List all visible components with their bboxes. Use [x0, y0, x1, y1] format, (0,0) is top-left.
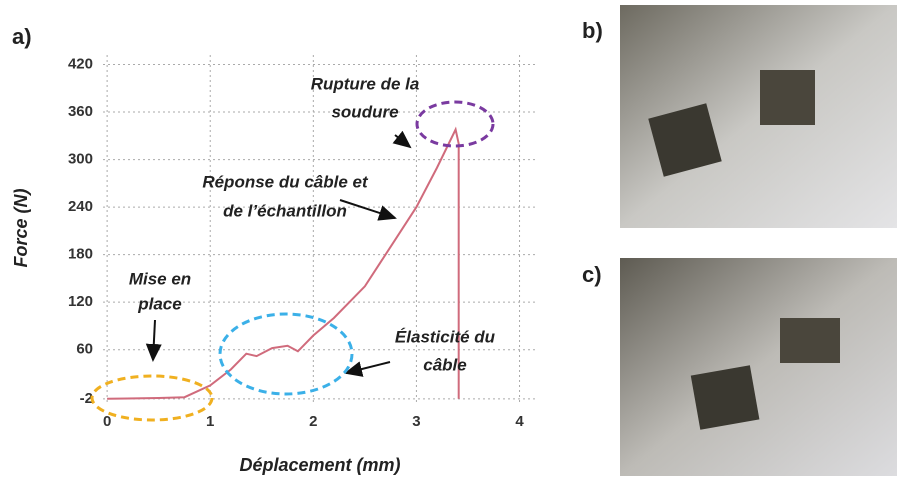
annotation: Élasticité du: [395, 327, 496, 346]
y-tick-label: 180: [68, 246, 93, 263]
x-tick-label: 4: [515, 413, 524, 430]
x-tick-label: 0: [103, 413, 111, 430]
highlight-ellipse: [90, 374, 214, 422]
highlight-ellipse: [415, 100, 495, 148]
photo-object: [690, 365, 760, 430]
y-axis-label: Force (N): [11, 188, 31, 267]
arrow: [145, 319, 162, 362]
panel-label: a): [12, 24, 32, 49]
data-line: [107, 126, 460, 400]
arrow: [392, 130, 412, 149]
arrow: [339, 199, 397, 221]
annotation: Rupture de la: [311, 74, 420, 93]
photo-object: [648, 103, 722, 177]
y-tick-label: 300: [68, 151, 93, 168]
photo-object: [780, 318, 840, 363]
plot: -2 60 120 180 240 300 360 420 0 1 2 3 4: [68, 55, 535, 430]
annotation: Mise en: [129, 269, 191, 288]
highlight-ellipse: [218, 312, 354, 396]
y-tick-label: 60: [76, 341, 93, 358]
panel-label: c): [582, 262, 602, 287]
y-tick-label: 120: [68, 293, 93, 310]
x-tick-label: 2: [309, 413, 317, 430]
y-tick-label: 240: [68, 198, 93, 215]
y-tick-label: 360: [68, 103, 93, 120]
x-axis-label: Déplacement (mm): [239, 455, 400, 475]
panel-label: b): [582, 18, 603, 43]
annotation: soudure: [331, 102, 398, 121]
annotation: place: [137, 294, 181, 313]
annotation: câble: [423, 355, 466, 374]
arrow: [344, 361, 391, 377]
annotation: de l’échantillon: [223, 201, 347, 220]
annotation: Réponse du câble et: [202, 172, 369, 191]
y-tick-label: 420: [68, 55, 93, 72]
y-tick-label: -2: [80, 390, 93, 407]
photo-object: [760, 70, 815, 125]
x-tick-label: 1: [206, 413, 214, 430]
photo: [620, 258, 897, 476]
x-tick-label: 3: [412, 413, 420, 430]
